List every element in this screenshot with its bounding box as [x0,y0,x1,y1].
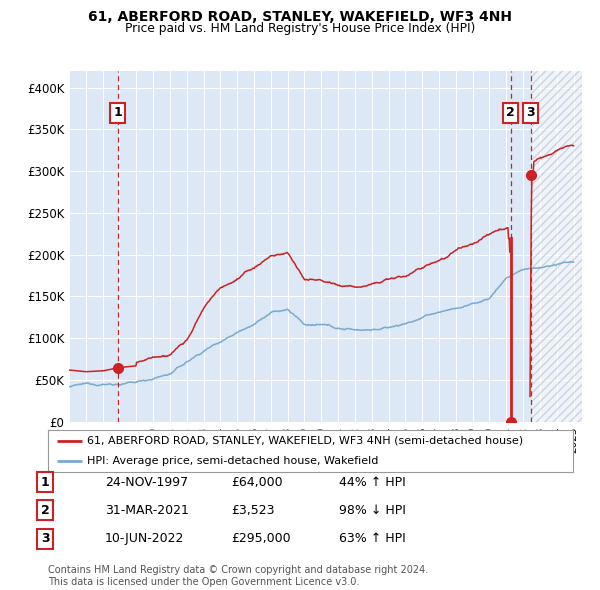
Text: 61, ABERFORD ROAD, STANLEY, WAKEFIELD, WF3 4NH: 61, ABERFORD ROAD, STANLEY, WAKEFIELD, W… [88,10,512,24]
Text: 2: 2 [41,504,49,517]
Bar [532,71,582,422]
Text: 1: 1 [41,476,49,489]
Text: Contains HM Land Registry data © Crown copyright and database right 2024.
This d: Contains HM Land Registry data © Crown c… [48,565,428,587]
Text: Price paid vs. HM Land Registry's House Price Index (HPI): Price paid vs. HM Land Registry's House … [125,22,475,35]
Text: 3: 3 [41,532,49,545]
Text: 44% ↑ HPI: 44% ↑ HPI [339,476,406,489]
Text: 1: 1 [113,106,122,119]
Text: £64,000: £64,000 [231,476,283,489]
Text: HPI: Average price, semi-detached house, Wakefield: HPI: Average price, semi-detached house,… [88,455,379,466]
Text: 24-NOV-1997: 24-NOV-1997 [105,476,188,489]
Text: 61, ABERFORD ROAD, STANLEY, WAKEFIELD, WF3 4NH (semi-detached house): 61, ABERFORD ROAD, STANLEY, WAKEFIELD, W… [88,436,523,446]
Text: 2: 2 [506,106,515,119]
Text: 98% ↓ HPI: 98% ↓ HPI [339,504,406,517]
Text: £295,000: £295,000 [231,532,290,545]
Text: 63% ↑ HPI: 63% ↑ HPI [339,532,406,545]
Text: £3,523: £3,523 [231,504,275,517]
Text: 31-MAR-2021: 31-MAR-2021 [105,504,189,517]
Text: 10-JUN-2022: 10-JUN-2022 [105,532,184,545]
Text: 3: 3 [526,106,535,119]
